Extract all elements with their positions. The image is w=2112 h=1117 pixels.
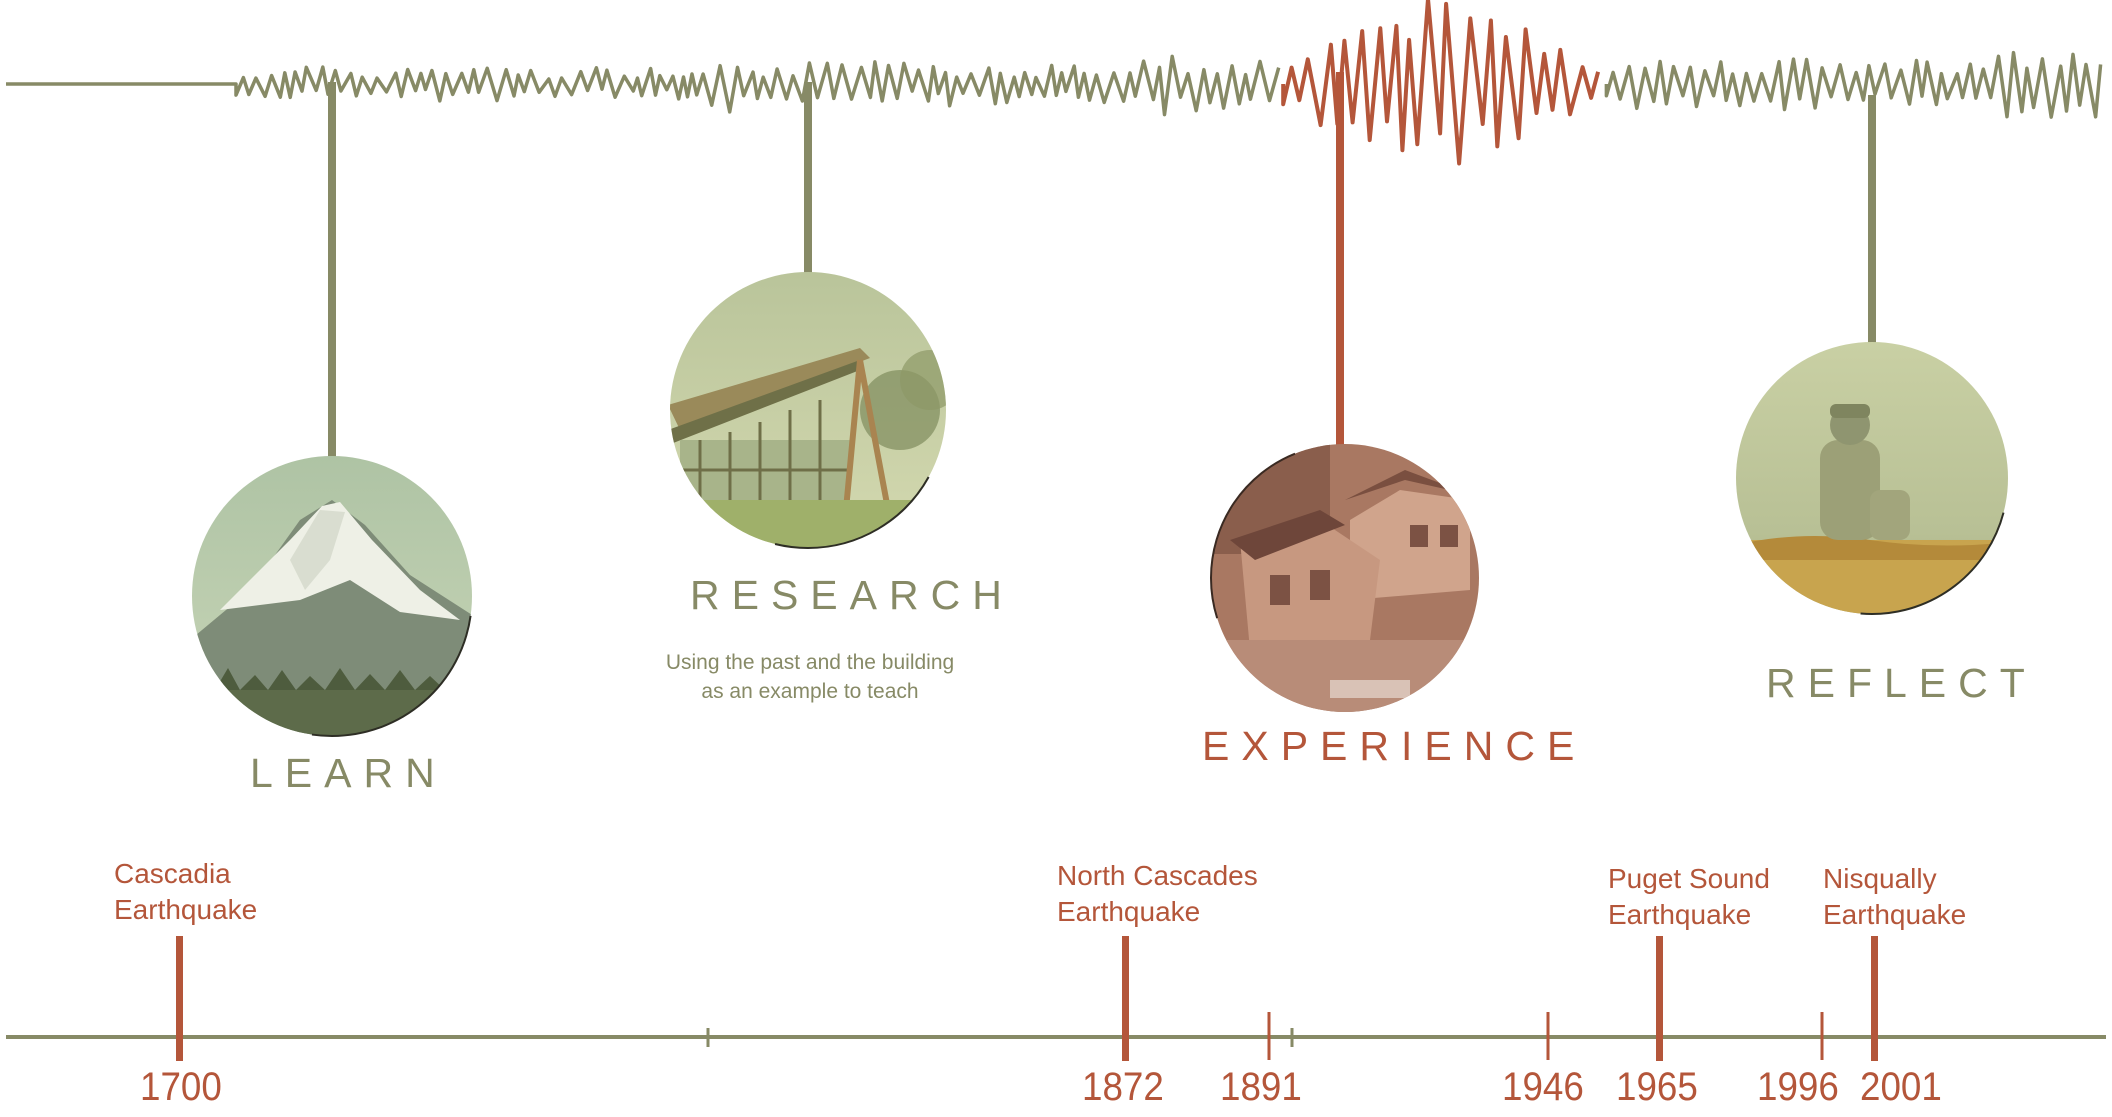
seismograph-strong-motion xyxy=(1281,0,1601,166)
event-name-line: Nisqually xyxy=(1823,863,1937,894)
event-name-north-cascades: North Cascades Earthquake xyxy=(1057,858,1258,930)
event-name-cascadia: Cascadia Earthquake xyxy=(114,856,257,928)
event-marker-1965 xyxy=(1656,936,1663,1061)
reflect-image-frame xyxy=(1735,341,2009,615)
year-label-1965: 1965 xyxy=(1616,1065,1698,1109)
event-name-puget-sound: Puget Sound Earthquake xyxy=(1608,861,1770,933)
year-label-2001: 2001 xyxy=(1860,1065,1942,1109)
event-name-line: Earthquake xyxy=(114,894,258,925)
reflect-image-person-by-sea xyxy=(1736,342,2008,614)
research-description-line: Using the past and the building xyxy=(665,651,955,674)
event-marker-1872 xyxy=(1122,936,1129,1061)
research-description-line: as an example to teach xyxy=(701,680,919,703)
stage-title-research: RESEARCH xyxy=(690,572,1014,618)
experience-image-collapsed-houses xyxy=(1211,444,1479,712)
learn-image-mountain xyxy=(192,456,472,736)
research-image-frame xyxy=(669,271,947,549)
year-label-1891: 1891 xyxy=(1220,1065,1302,1109)
event-name-line: North Cascades xyxy=(1057,860,1258,891)
year-label-1700: 1700 xyxy=(140,1065,222,1109)
stage-title-learn: LEARN xyxy=(250,750,447,796)
timeline-year-ticks xyxy=(1267,1012,1824,1060)
year-label-1946: 1946 xyxy=(1502,1065,1584,1109)
stage-title-reflect: REFLECT xyxy=(1766,660,2037,706)
event-marker-1700 xyxy=(176,936,183,1061)
learn-image-frame xyxy=(191,455,473,737)
timeline-event-markers xyxy=(176,936,1878,1061)
seismograph-waveform xyxy=(6,0,2103,166)
event-name-line: Puget Sound xyxy=(1608,863,1770,894)
seismograph-line xyxy=(6,50,2103,119)
year-label-1996: 1996 xyxy=(1757,1065,1839,1109)
event-name-line: Earthquake xyxy=(1823,899,1967,930)
event-name-line: Earthquake xyxy=(1608,899,1752,930)
event-name-line: Cascadia xyxy=(114,858,231,889)
event-name-line: Earthquake xyxy=(1057,896,1201,927)
research-description: Using the past and the building as an ex… xyxy=(640,648,980,706)
event-marker-2001 xyxy=(1871,936,1878,1061)
research-image-building xyxy=(670,272,946,548)
stage-title-experience: EXPERIENCE xyxy=(1202,723,1587,769)
year-label-1872: 1872 xyxy=(1082,1065,1164,1109)
experience-image-frame xyxy=(1210,443,1480,713)
timeline-minor-ticks xyxy=(706,1028,1294,1047)
event-name-nisqually: Nisqually Earthquake xyxy=(1823,861,1966,933)
